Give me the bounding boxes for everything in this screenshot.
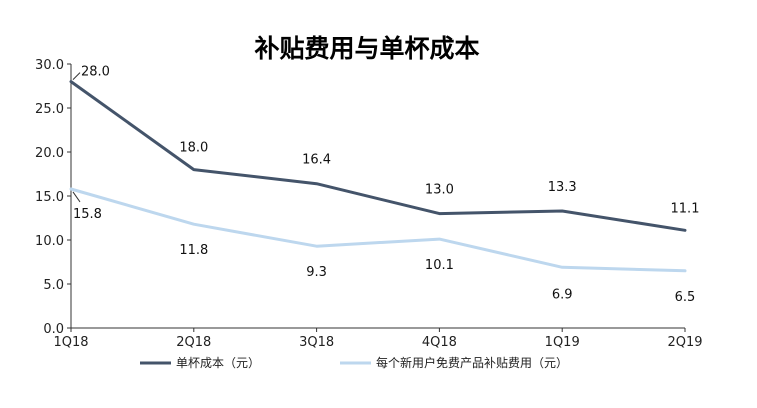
data-label: 9.3: [306, 265, 327, 280]
leader-line: [72, 191, 81, 203]
legend-label-1: 每个新用户免费产品补贴费用（元）: [376, 355, 568, 370]
y-tick-label: 20.0: [35, 146, 64, 161]
data-label: 6.5: [675, 290, 696, 305]
data-label: 15.8: [73, 207, 102, 222]
data-labels: 28.0 18.0 16.4 13.0 13.3 11.1 15.8 11.8 9.3 10.1 6…: [72, 65, 700, 305]
x-tick-label: 1Q18: [53, 335, 88, 350]
series-line-1: [69, 187, 687, 273]
x-tick-label: 2Q19: [667, 335, 702, 350]
axes: [67, 63, 686, 332]
y-tick-label: 0.0: [43, 322, 64, 337]
y-tick-label: 15.0: [35, 190, 64, 205]
chart-title: 补贴费用与单杯成本: [254, 34, 479, 63]
series-lines: [69, 80, 687, 273]
legend-label-0: 单杯成本（元）: [176, 356, 260, 370]
data-label: 18.0: [179, 141, 208, 156]
data-label: 13.0: [425, 183, 454, 198]
y-tick-label: 30.0: [35, 58, 64, 73]
data-label: 13.3: [548, 180, 577, 195]
x-tick-label: 3Q18: [299, 335, 334, 350]
data-label: 11.8: [179, 243, 208, 258]
data-label: 6.9: [552, 287, 573, 302]
y-tick-label: 25.0: [35, 102, 64, 117]
x-tick-labels: 1Q18 2Q18 3Q18 4Q18 1Q19 2Q19: [53, 335, 702, 350]
x-tick-label: 1Q19: [545, 335, 580, 350]
x-tick-label: 4Q18: [422, 335, 457, 350]
data-label: 11.1: [671, 201, 700, 216]
leader-line: [72, 72, 81, 80]
y-tick-label: 5.0: [43, 278, 64, 293]
x-tick-label: 2Q18: [176, 335, 211, 350]
y-tick-label: 10.0: [35, 234, 64, 249]
legend: 单杯成本（元） 每个新用户免费产品补贴费用（元）: [140, 355, 568, 370]
series-line-0: [69, 80, 687, 232]
data-label: 10.1: [425, 258, 454, 273]
data-label: 28.0: [81, 65, 110, 80]
y-tick-labels: 0.0 5.0 10.0 15.0 20.0 25.0 30.0: [35, 58, 64, 337]
data-label: 16.4: [302, 153, 331, 168]
